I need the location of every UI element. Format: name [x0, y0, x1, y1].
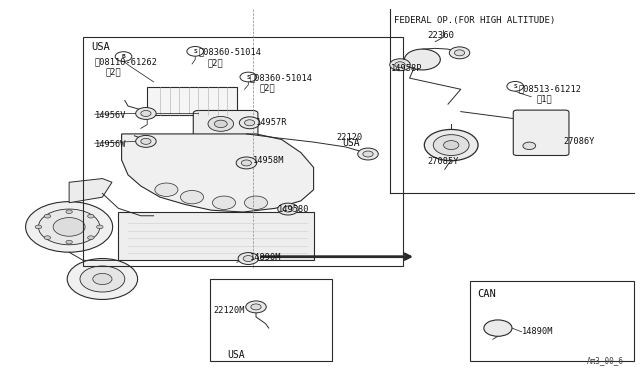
Circle shape — [239, 117, 260, 129]
Text: （2）: （2） — [208, 58, 224, 67]
Text: 149580: 149580 — [278, 205, 310, 214]
Circle shape — [412, 54, 433, 65]
Text: （1）: （1） — [536, 94, 552, 103]
Text: Aπ3_00_6: Aπ3_00_6 — [587, 356, 624, 365]
FancyBboxPatch shape — [193, 110, 258, 137]
Circle shape — [523, 142, 536, 150]
Circle shape — [507, 81, 524, 91]
Circle shape — [136, 135, 156, 147]
Polygon shape — [69, 179, 112, 203]
Text: （2）: （2） — [106, 67, 122, 76]
Text: USA: USA — [227, 350, 245, 360]
Circle shape — [358, 148, 378, 160]
Circle shape — [484, 320, 512, 336]
Bar — [83, 37, 403, 266]
Circle shape — [141, 110, 151, 116]
Circle shape — [488, 322, 508, 334]
Text: USA: USA — [92, 42, 110, 51]
Circle shape — [214, 120, 227, 128]
Text: Ⓝ08513-61212: Ⓝ08513-61212 — [518, 85, 581, 94]
Text: 14890M: 14890M — [522, 327, 553, 336]
Circle shape — [35, 225, 42, 229]
Circle shape — [26, 202, 113, 252]
Polygon shape — [122, 134, 314, 212]
Text: ⒲08110-61262: ⒲08110-61262 — [95, 57, 157, 66]
Circle shape — [238, 253, 259, 264]
Text: USA: USA — [342, 138, 360, 148]
Text: 14956W: 14956W — [95, 140, 126, 149]
Circle shape — [97, 225, 103, 229]
Circle shape — [66, 240, 72, 244]
Circle shape — [363, 151, 373, 157]
Circle shape — [212, 196, 236, 209]
Circle shape — [141, 138, 151, 144]
Text: CAN: CAN — [477, 289, 495, 299]
Circle shape — [180, 190, 204, 204]
Circle shape — [88, 236, 94, 240]
Circle shape — [449, 47, 470, 59]
Text: FEDERAL OP.(FOR HIGH ALTITUDE): FEDERAL OP.(FOR HIGH ALTITUDE) — [394, 16, 555, 25]
Circle shape — [80, 266, 125, 292]
Text: S: S — [246, 74, 250, 80]
Text: S: S — [513, 84, 517, 89]
Circle shape — [395, 62, 405, 68]
Circle shape — [53, 218, 85, 236]
Circle shape — [236, 157, 257, 169]
Circle shape — [404, 49, 440, 70]
Text: 14890M: 14890M — [250, 253, 281, 262]
Circle shape — [115, 52, 132, 61]
Text: 27085Y: 27085Y — [428, 157, 459, 166]
Circle shape — [493, 325, 503, 331]
Circle shape — [208, 116, 234, 131]
Text: 14958P: 14958P — [391, 64, 422, 73]
FancyBboxPatch shape — [513, 110, 569, 155]
Circle shape — [243, 256, 253, 262]
Circle shape — [44, 236, 51, 240]
Circle shape — [241, 160, 252, 166]
Circle shape — [155, 183, 178, 196]
Circle shape — [278, 203, 298, 215]
Text: Ⓝ08360-51014: Ⓝ08360-51014 — [250, 74, 312, 83]
Circle shape — [136, 108, 156, 119]
Circle shape — [38, 209, 100, 245]
Circle shape — [244, 120, 255, 126]
Circle shape — [424, 129, 478, 161]
Text: 14958M: 14958M — [253, 156, 284, 165]
Bar — [147, 87, 237, 115]
Text: S: S — [193, 49, 197, 54]
Text: 22120: 22120 — [336, 133, 362, 142]
Circle shape — [390, 59, 410, 71]
Circle shape — [67, 259, 138, 299]
Bar — [470, 281, 634, 361]
Text: 22120M: 22120M — [213, 306, 244, 315]
Circle shape — [187, 46, 204, 56]
Text: 27086Y: 27086Y — [563, 137, 595, 146]
Circle shape — [433, 135, 469, 155]
Circle shape — [417, 57, 428, 62]
Circle shape — [246, 301, 266, 313]
Circle shape — [93, 273, 112, 285]
Circle shape — [240, 72, 257, 82]
Bar — [210, 279, 332, 361]
Text: 22360: 22360 — [428, 31, 454, 40]
Text: Ⓝ08360-51014: Ⓝ08360-51014 — [198, 48, 261, 57]
Text: 14957R: 14957R — [256, 118, 287, 126]
Text: 14956V: 14956V — [95, 111, 126, 120]
Text: B: B — [122, 54, 125, 59]
Circle shape — [88, 214, 94, 218]
Circle shape — [454, 50, 465, 56]
Circle shape — [251, 304, 261, 310]
Text: （2）: （2） — [259, 84, 275, 93]
Circle shape — [244, 196, 268, 209]
Circle shape — [44, 214, 51, 218]
Polygon shape — [118, 212, 314, 260]
Circle shape — [283, 206, 293, 212]
Circle shape — [444, 141, 459, 150]
Circle shape — [66, 210, 72, 214]
